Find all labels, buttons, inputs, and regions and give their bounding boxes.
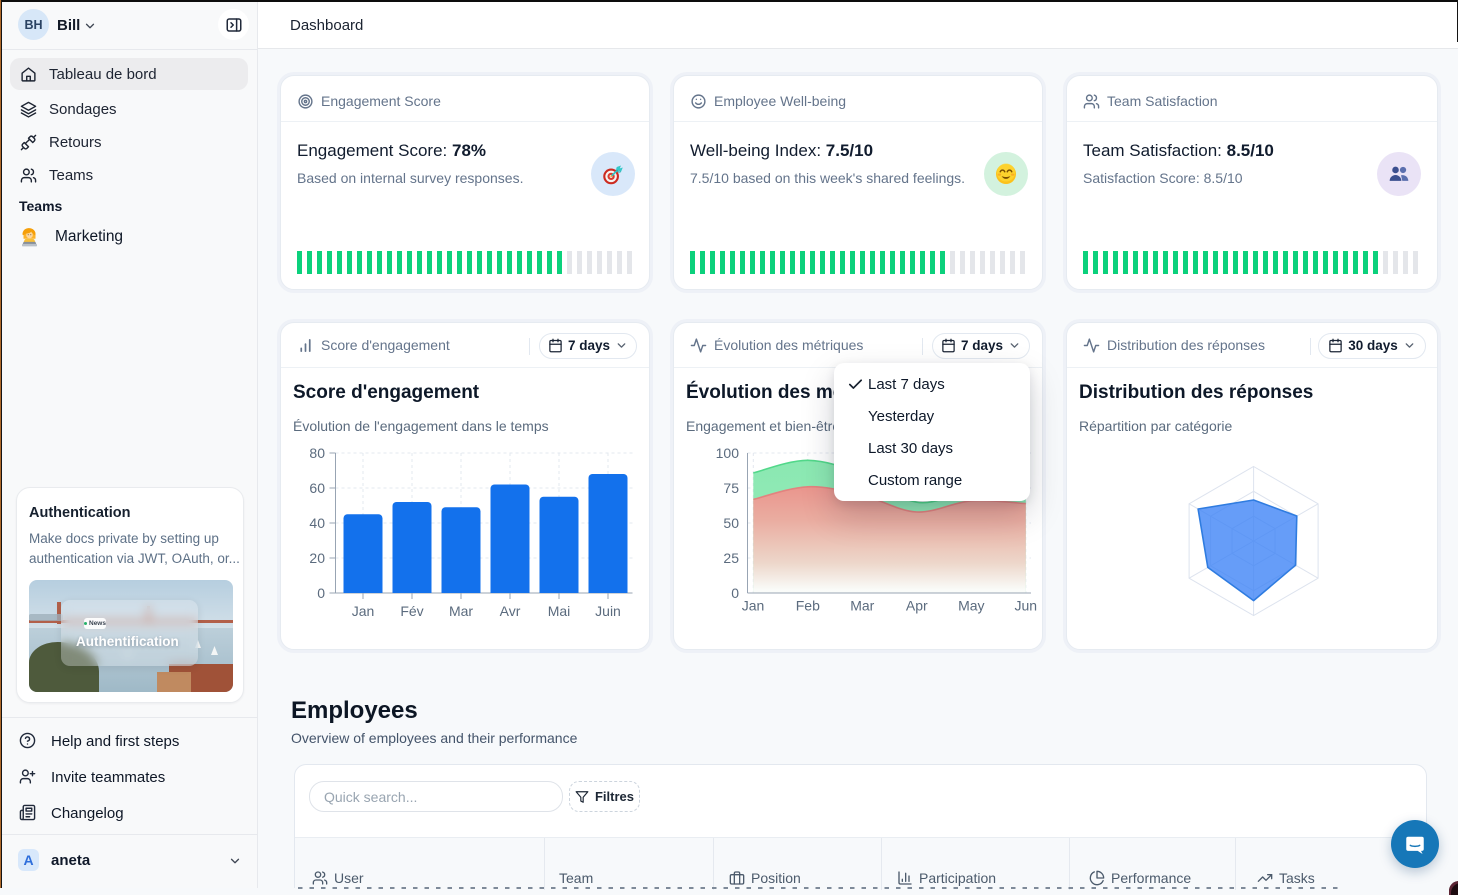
svg-text:100: 100 xyxy=(716,445,740,461)
svg-text:Jan: Jan xyxy=(742,598,765,614)
svg-text:Jan: Jan xyxy=(352,603,375,619)
svg-text:Juin: Juin xyxy=(595,603,621,619)
svg-text:Avr: Avr xyxy=(500,603,521,619)
svg-text:80: 80 xyxy=(309,445,325,461)
svg-text:0: 0 xyxy=(317,585,325,601)
svg-text:Fév: Fév xyxy=(400,603,423,619)
svg-text:50: 50 xyxy=(723,515,739,531)
svg-text:Jun: Jun xyxy=(1015,598,1038,614)
svg-text:Apr: Apr xyxy=(906,598,928,614)
svg-text:Mai: Mai xyxy=(548,603,571,619)
svg-text:0: 0 xyxy=(731,585,739,601)
svg-text:20: 20 xyxy=(309,550,325,566)
svg-text:75: 75 xyxy=(723,480,739,496)
svg-text:Mar: Mar xyxy=(449,603,473,619)
svg-text:40: 40 xyxy=(309,515,325,531)
svg-text:Feb: Feb xyxy=(796,598,820,614)
svg-text:May: May xyxy=(958,598,984,614)
svg-text:Mar: Mar xyxy=(850,598,874,614)
svg-text:60: 60 xyxy=(309,480,325,496)
svg-text:25: 25 xyxy=(723,550,739,566)
